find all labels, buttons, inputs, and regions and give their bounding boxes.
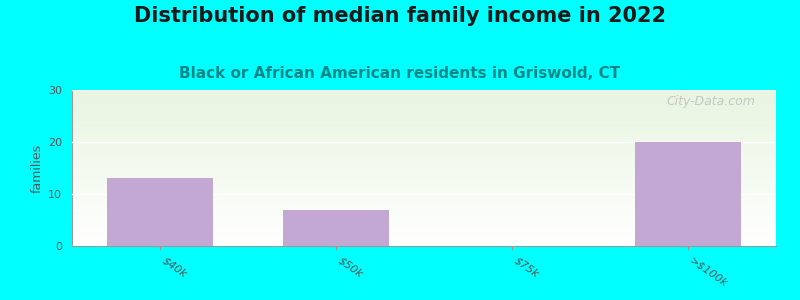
Bar bbox=[283, 210, 389, 246]
Y-axis label: families: families bbox=[31, 143, 44, 193]
Bar bbox=[107, 178, 213, 246]
Text: Distribution of median family income in 2022: Distribution of median family income in … bbox=[134, 6, 666, 26]
Bar bbox=[635, 142, 741, 246]
Text: Black or African American residents in Griswold, CT: Black or African American residents in G… bbox=[179, 66, 621, 81]
Text: City-Data.com: City-Data.com bbox=[666, 95, 755, 108]
